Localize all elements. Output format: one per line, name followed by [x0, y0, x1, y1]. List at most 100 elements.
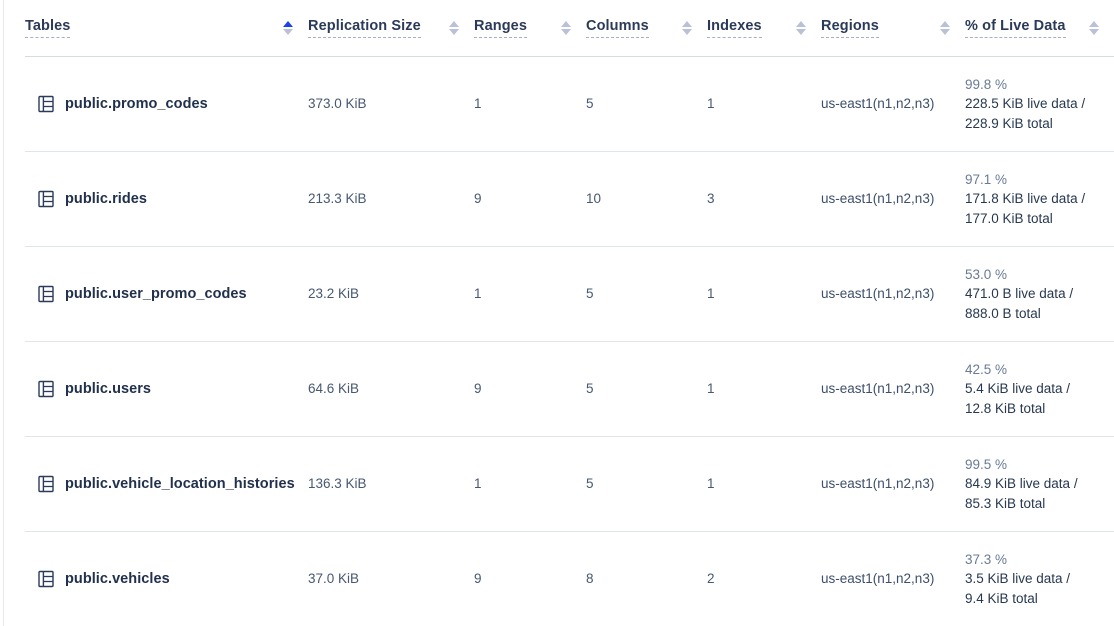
ranges-value: 1	[474, 96, 482, 111]
total-data-amount: 228.9 KiB total	[965, 115, 1053, 131]
sort-toggle-percent-live-data[interactable]	[1088, 21, 1100, 35]
sort-ascending-icon	[449, 21, 459, 27]
columns-value: 5	[586, 476, 594, 491]
cell-columns: 5	[586, 246, 707, 342]
replication-size-value: 37.0 KiB	[308, 571, 360, 586]
table-row[interactable]: public.users 64.6 KiB 9 5 1 us-east1(n1,…	[25, 341, 1114, 437]
indexes-value: 1	[707, 381, 715, 396]
table-row[interactable]: public.vehicles 37.0 KiB 9 8 2 us-east1(…	[25, 531, 1114, 626]
live-data-percent: 53.0 %	[965, 266, 1008, 282]
table-name-link[interactable]: public.promo_codes	[65, 96, 208, 112]
sort-descending-icon	[561, 29, 571, 35]
column-header-label-columns[interactable]: Columns	[586, 18, 649, 38]
sort-toggle-ranges[interactable]	[560, 21, 572, 35]
sort-descending-icon	[682, 29, 692, 35]
table-row[interactable]: public.rides 213.3 KiB 9 10 3 us-east1(n…	[25, 151, 1114, 247]
columns-value: 5	[586, 381, 594, 396]
cell-replication-size: 37.0 KiB	[308, 531, 474, 626]
cell-ranges: 1	[474, 246, 586, 342]
ranges-value: 1	[474, 476, 482, 491]
column-header-label-ranges[interactable]: Ranges	[474, 18, 527, 38]
table-name-link[interactable]: public.user_promo_codes	[65, 286, 247, 302]
live-data-amount: 171.8 KiB live data /	[965, 191, 1086, 207]
cell-columns: 5	[586, 436, 707, 532]
live-data-percent: 99.8 %	[965, 76, 1008, 92]
table-row[interactable]: public.vehicle_location_histories 136.3 …	[25, 436, 1114, 532]
cell-table-name: public.vehicle_location_histories	[25, 436, 308, 532]
live-data-percent: 97.1 %	[965, 171, 1008, 187]
columns-value: 8	[586, 571, 594, 586]
replication-size-value: 23.2 KiB	[308, 286, 360, 301]
column-header-label-indexes[interactable]: Indexes	[707, 18, 762, 38]
cell-replication-size: 23.2 KiB	[308, 246, 474, 342]
sort-toggle-tables[interactable]	[282, 21, 294, 35]
cell-regions: us-east1(n1,n2,n3)	[821, 151, 965, 247]
regions-value: us-east1(n1,n2,n3)	[821, 571, 935, 586]
cell-indexes: 2	[707, 531, 821, 626]
live-data-amount: 228.5 KiB live data /	[965, 96, 1086, 112]
sort-descending-icon	[940, 29, 950, 35]
column-header-regions[interactable]: Regions	[821, 0, 965, 57]
column-header-indexes[interactable]: Indexes	[707, 0, 821, 57]
table-name-link[interactable]: public.vehicles	[65, 571, 170, 587]
cell-percent-live-data: 37.3 % 3.5 KiB live data / 9.4 KiB total	[965, 531, 1114, 626]
live-data-percent: 37.3 %	[965, 551, 1008, 567]
cell-table-name: public.rides	[25, 151, 308, 247]
cell-regions: us-east1(n1,n2,n3)	[821, 341, 965, 437]
column-header-label-replication-size[interactable]: Replication Size	[308, 18, 421, 38]
live-data-amount: 84.9 KiB live data /	[965, 476, 1078, 492]
cell-table-name: public.vehicles	[25, 531, 308, 626]
sort-toggle-replication-size[interactable]	[448, 21, 460, 35]
live-data-amount: 471.0 B live data /	[965, 286, 1074, 302]
column-header-columns[interactable]: Columns	[586, 0, 707, 57]
table-name-link[interactable]: public.users	[65, 381, 152, 397]
column-header-ranges[interactable]: Ranges	[474, 0, 586, 57]
total-data-amount: 888.0 B total	[965, 305, 1041, 321]
regions-value: us-east1(n1,n2,n3)	[821, 96, 935, 111]
cell-indexes: 3	[707, 151, 821, 247]
regions-value: us-east1(n1,n2,n3)	[821, 286, 935, 301]
cell-percent-live-data: 97.1 % 171.8 KiB live data / 177.0 KiB t…	[965, 151, 1114, 247]
live-data-percent: 42.5 %	[965, 361, 1008, 377]
sort-toggle-indexes[interactable]	[795, 21, 807, 35]
cell-regions: us-east1(n1,n2,n3)	[821, 436, 965, 532]
columns-value: 10	[586, 191, 602, 206]
cell-columns: 5	[586, 341, 707, 437]
replication-size-value: 136.3 KiB	[308, 476, 367, 491]
cell-percent-live-data: 42.5 % 5.4 KiB live data / 12.8 KiB tota…	[965, 341, 1114, 437]
column-header-label-regions[interactable]: Regions	[821, 18, 879, 38]
sort-ascending-icon	[283, 21, 293, 27]
replication-size-value: 373.0 KiB	[308, 96, 367, 111]
table-row[interactable]: public.promo_codes 373.0 KiB 1 5 1 us-ea…	[25, 56, 1114, 152]
cell-indexes: 1	[707, 436, 821, 532]
column-header-label-tables[interactable]: Tables	[25, 18, 71, 38]
ranges-value: 1	[474, 286, 482, 301]
cell-percent-live-data: 99.5 % 84.9 KiB live data / 85.3 KiB tot…	[965, 436, 1114, 532]
table-name-link[interactable]: public.vehicle_location_histories	[65, 476, 295, 492]
regions-value: us-east1(n1,n2,n3)	[821, 191, 935, 206]
cell-replication-size: 213.3 KiB	[308, 151, 474, 247]
cell-ranges: 9	[474, 531, 586, 626]
ranges-value: 9	[474, 571, 482, 586]
table-name-link[interactable]: public.rides	[65, 191, 147, 207]
total-data-amount: 12.8 KiB total	[965, 400, 1046, 416]
column-header-label-percent-live-data[interactable]: % of Live Data	[965, 18, 1066, 38]
sort-toggle-regions[interactable]	[939, 21, 951, 35]
total-data-amount: 9.4 KiB total	[965, 590, 1038, 606]
sort-toggle-columns[interactable]	[681, 21, 693, 35]
columns-value: 5	[586, 286, 594, 301]
table-row[interactable]: public.user_promo_codes 23.2 KiB 1 5 1 u…	[25, 246, 1114, 342]
column-header-percent-live-data[interactable]: % of Live Data	[965, 0, 1114, 57]
indexes-value: 1	[707, 96, 715, 111]
cell-table-name: public.user_promo_codes	[25, 246, 308, 342]
cell-ranges: 1	[474, 56, 586, 152]
cell-ranges: 1	[474, 436, 586, 532]
sort-descending-icon	[796, 29, 806, 35]
cell-columns: 10	[586, 151, 707, 247]
column-header-tables[interactable]: Tables	[25, 0, 308, 57]
sort-descending-icon	[1089, 29, 1099, 35]
indexes-value: 2	[707, 571, 715, 586]
column-header-replication-size[interactable]: Replication Size	[308, 0, 474, 57]
cell-regions: us-east1(n1,n2,n3)	[821, 246, 965, 342]
